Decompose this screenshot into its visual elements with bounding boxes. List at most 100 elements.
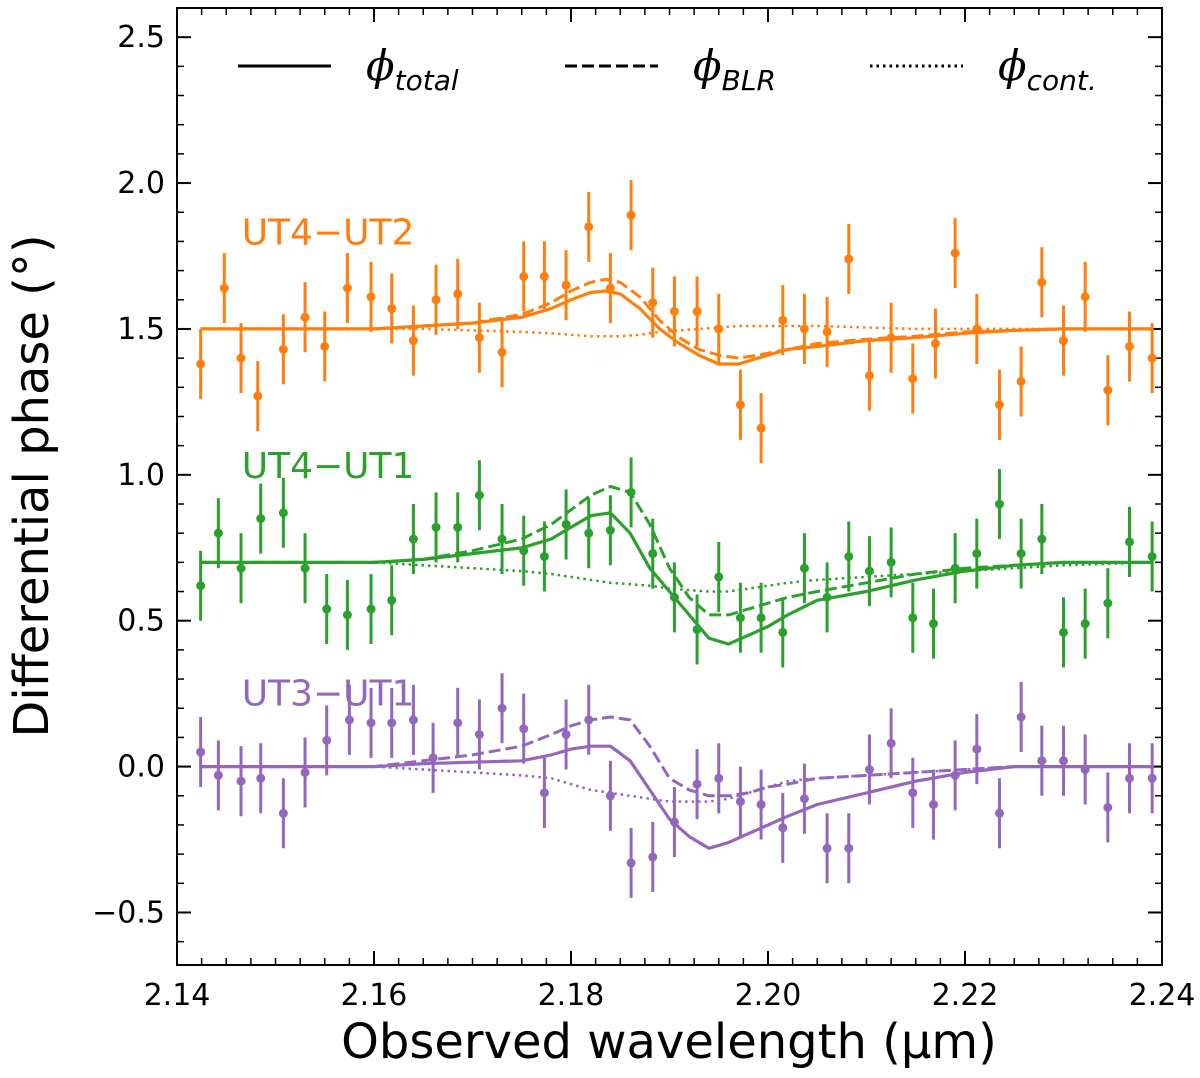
data-point bbox=[322, 735, 332, 745]
data-point bbox=[236, 353, 246, 363]
data-point bbox=[626, 858, 636, 868]
data-point bbox=[648, 852, 658, 862]
data-point bbox=[584, 528, 594, 538]
data-point bbox=[256, 514, 266, 524]
data-point bbox=[799, 794, 809, 804]
data-point bbox=[756, 613, 766, 623]
data-point bbox=[561, 730, 571, 740]
data-point bbox=[605, 525, 615, 535]
x-tick-label: 2.24 bbox=[1129, 978, 1196, 1013]
data-point bbox=[908, 788, 918, 798]
data-point bbox=[994, 808, 1004, 818]
data-point bbox=[972, 744, 982, 754]
data-point bbox=[561, 519, 571, 529]
data-point bbox=[950, 770, 960, 780]
model-cont-line bbox=[200, 561, 1153, 593]
data-point bbox=[1037, 756, 1047, 766]
data-point bbox=[453, 289, 463, 299]
legend-symbol: ϕ bbox=[998, 41, 1027, 90]
y-tick-label: 0.5 bbox=[117, 604, 165, 639]
data-point bbox=[474, 730, 484, 740]
data-point bbox=[756, 423, 766, 433]
data-point bbox=[584, 222, 594, 232]
data-point bbox=[344, 715, 354, 725]
series-label: UT4−UT2 bbox=[242, 213, 415, 254]
data-point bbox=[886, 557, 896, 567]
data-point bbox=[778, 627, 788, 637]
data-point bbox=[431, 295, 441, 305]
data-point bbox=[844, 843, 854, 853]
data-point bbox=[950, 563, 960, 573]
data-point bbox=[539, 788, 549, 798]
data-point bbox=[539, 552, 549, 562]
y-tick-label: 1.5 bbox=[117, 312, 165, 347]
data-point bbox=[1037, 534, 1047, 544]
data-point bbox=[366, 604, 376, 614]
data-point bbox=[735, 613, 745, 623]
data-point bbox=[844, 552, 854, 562]
data-point bbox=[1059, 756, 1068, 766]
data-point bbox=[278, 344, 288, 354]
data-point bbox=[908, 374, 918, 384]
data-point bbox=[864, 765, 874, 775]
data-point bbox=[408, 534, 418, 544]
plot-frame bbox=[176, 7, 1163, 966]
data-point bbox=[519, 546, 529, 556]
data-point bbox=[453, 522, 463, 532]
data-point bbox=[253, 391, 263, 401]
data-point bbox=[474, 490, 484, 500]
data-point bbox=[366, 718, 376, 728]
data-point bbox=[778, 315, 788, 325]
data-point bbox=[474, 333, 484, 343]
data-point bbox=[196, 359, 206, 369]
model-cont-line bbox=[200, 765, 1153, 803]
data-point bbox=[519, 724, 529, 734]
data-point bbox=[994, 499, 1004, 509]
data-point bbox=[928, 800, 938, 810]
data-point bbox=[431, 522, 441, 532]
legend-symbol: ϕ bbox=[693, 41, 722, 90]
data-point bbox=[735, 797, 745, 807]
data-point bbox=[692, 779, 702, 789]
data-point bbox=[714, 773, 724, 783]
data-point bbox=[994, 400, 1004, 410]
data-point bbox=[1124, 773, 1134, 783]
legend-label: ϕBLR bbox=[693, 41, 776, 97]
data-point bbox=[278, 808, 288, 818]
data-point bbox=[236, 776, 246, 786]
legend-label: ϕcont. bbox=[998, 41, 1097, 97]
legend-subscript: cont. bbox=[1027, 64, 1097, 97]
data-point bbox=[864, 566, 874, 576]
model-total-line bbox=[200, 511, 1153, 646]
data-point bbox=[1147, 552, 1157, 562]
data-point bbox=[756, 800, 766, 810]
data-point bbox=[1103, 802, 1113, 812]
data-point bbox=[714, 324, 724, 334]
data-point bbox=[213, 770, 223, 780]
legend-subscript: BLR bbox=[722, 64, 776, 97]
legend-label: ϕtotal bbox=[366, 41, 459, 97]
data-point bbox=[519, 271, 529, 281]
legend: ϕtotal ϕBLR ϕcont. bbox=[238, 41, 1097, 97]
x-tick-label: 2.20 bbox=[735, 978, 802, 1013]
data-point bbox=[561, 280, 571, 290]
x-tick-label: 2.22 bbox=[932, 978, 999, 1013]
data-point bbox=[822, 843, 832, 853]
data-point bbox=[605, 283, 615, 293]
x-tick-label: 2.16 bbox=[341, 978, 408, 1013]
data-point bbox=[408, 715, 418, 725]
data-point bbox=[1080, 292, 1090, 302]
data-point bbox=[300, 312, 310, 322]
data-point bbox=[605, 791, 615, 801]
data-point bbox=[972, 549, 982, 559]
data-point bbox=[256, 773, 266, 783]
data-point bbox=[408, 336, 418, 346]
y-tick-label: 2.0 bbox=[117, 166, 165, 201]
data-point bbox=[1080, 765, 1090, 775]
data-point bbox=[236, 563, 246, 573]
data-point bbox=[735, 400, 745, 410]
data-point bbox=[930, 339, 940, 349]
data-point bbox=[908, 613, 918, 623]
data-point bbox=[584, 715, 594, 725]
